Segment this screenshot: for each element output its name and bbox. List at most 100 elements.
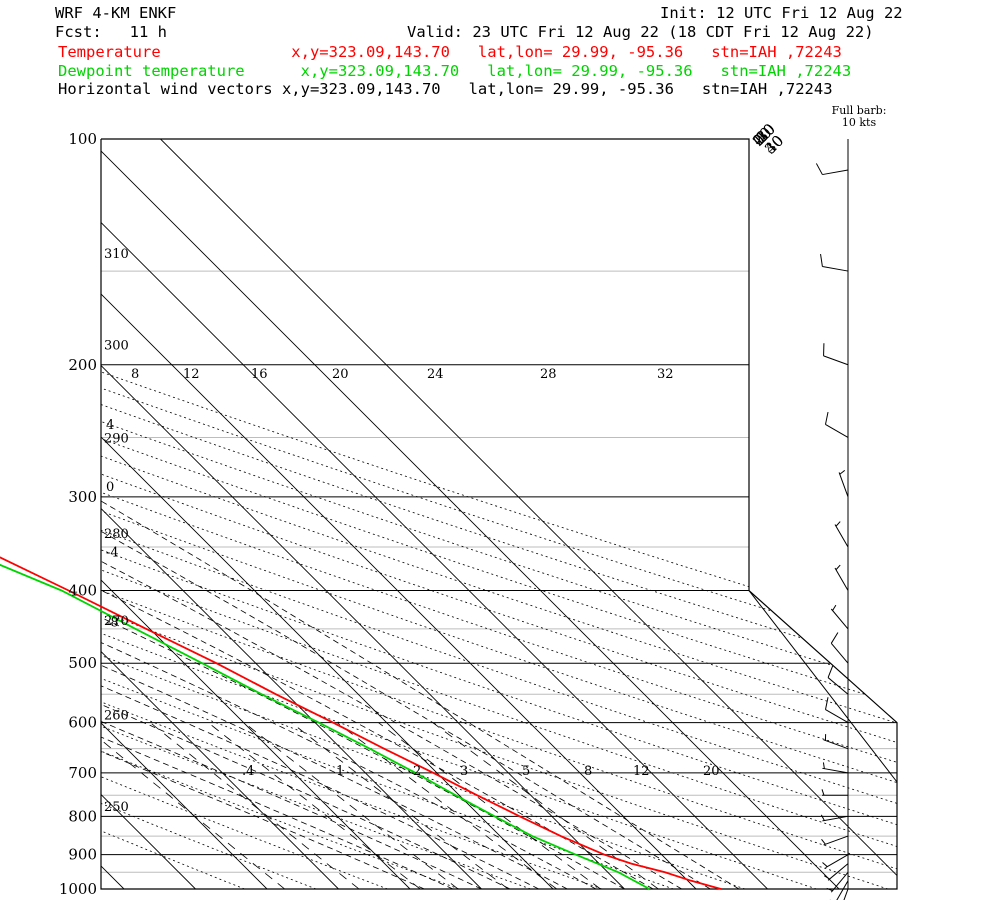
- dry-adiabat: [101, 139, 897, 889]
- dry-adiabat: [101, 139, 897, 889]
- isotherm: [101, 139, 339, 889]
- dry-adiabat: [101, 139, 897, 889]
- theta-label: 260: [104, 708, 129, 723]
- isotherm: [101, 139, 625, 889]
- diagram-labels: 1002003004005006007008009001000-100-90-8…: [59, 104, 887, 898]
- isotherm: [101, 139, 840, 889]
- pressure-label: 700: [68, 764, 97, 782]
- moist-adiabat: [101, 270, 740, 889]
- barb-shaft: [836, 880, 849, 900]
- pressure-label: 400: [68, 582, 97, 600]
- isotherm: [101, 139, 697, 889]
- mixing-ratio-line: [150, 722, 360, 889]
- mixing-ratio-label: 2: [413, 764, 421, 779]
- dry-adiabat: [101, 139, 388, 889]
- wind-barb: [824, 411, 849, 438]
- wind-barb: [834, 564, 849, 591]
- barb-key-title: Full barb:: [832, 104, 887, 117]
- dry-adiabat: [101, 139, 245, 889]
- moist-adiabat: [101, 270, 711, 889]
- dry-adiabat: [101, 139, 897, 889]
- moist-adiabat: [101, 270, 625, 889]
- mixing-ratio-line: [432, 722, 659, 889]
- barb-shaft: [834, 524, 849, 548]
- dry-adiabat: [101, 139, 897, 889]
- dry-adiabat: [101, 139, 317, 889]
- wind-barb: [834, 521, 849, 548]
- barb-half-feather: [820, 814, 825, 821]
- wind-barb: [821, 789, 848, 796]
- barb-half-feather: [826, 887, 833, 892]
- barb-shaft: [825, 854, 849, 869]
- wind-barb: [830, 632, 849, 664]
- init-time: Init: 12 UTC Fri 12 Aug 22: [660, 4, 903, 22]
- theta-label: 270: [104, 614, 129, 629]
- dry-adiabat: [101, 139, 897, 889]
- barb-shaft: [822, 266, 849, 272]
- wind-barb: [823, 343, 849, 366]
- thetae-label: 28: [540, 367, 557, 382]
- dry-adiabat: [101, 139, 603, 889]
- isotherm: [101, 139, 411, 889]
- isotherm: [101, 139, 768, 889]
- barb-shaft: [825, 424, 849, 438]
- dry-adiabat: [101, 139, 897, 889]
- isotherm: [101, 139, 196, 889]
- barb-half-feather: [835, 521, 841, 527]
- temperature-legend: Temperature x,y=323.09,143.70 lat,lon= 2…: [58, 43, 842, 61]
- wind-barb: [826, 871, 849, 893]
- wind-barb: [822, 854, 849, 869]
- moist-adiabat: [101, 270, 425, 889]
- pressure-label: 200: [68, 356, 97, 374]
- model-title: WRF 4-KM ENKF: [55, 4, 177, 22]
- wind-barb: [815, 163, 849, 176]
- dry-adiabat: [101, 139, 897, 889]
- wind-barb: [822, 762, 849, 774]
- mixing-ratio-line: [101, 722, 285, 889]
- pressure-grid: [100, 138, 898, 890]
- isotherm: [101, 139, 268, 889]
- moist-adiabat: [101, 270, 539, 889]
- barb-shaft: [823, 355, 849, 366]
- thetae-label: 24: [427, 367, 444, 382]
- barb-half-feather: [821, 839, 826, 845]
- pressure-label: 100: [68, 130, 97, 148]
- dry-adiabat: [101, 139, 674, 889]
- wind-barb: [823, 863, 849, 881]
- barb-feather: [820, 253, 823, 267]
- moist-adiabat: [101, 270, 568, 889]
- mixing-ratio-line: [207, 722, 421, 889]
- wind-barb: [830, 604, 849, 630]
- dry-adiabat: [101, 139, 897, 889]
- pressure-label: 1000: [59, 880, 97, 898]
- dry-adiabat: [101, 139, 889, 889]
- pressure-label: 600: [68, 714, 97, 732]
- barb-feather: [830, 632, 839, 644]
- wind-barb: [838, 469, 849, 498]
- dry-adiabat: [101, 139, 460, 889]
- thetae-label: 32: [657, 367, 674, 382]
- moist-adiabat: [101, 270, 654, 889]
- thetae-label: -8: [106, 616, 119, 631]
- sounding-profiles: [0, 556, 722, 890]
- mixing-ratio-line: [336, 722, 557, 889]
- wind-barbs: [815, 163, 849, 900]
- isotherm: [160, 139, 897, 889]
- barb-feather: [824, 411, 829, 425]
- barb-shaft: [838, 472, 849, 498]
- thermo-lines: [0, 139, 897, 889]
- wind-barb: [820, 814, 849, 822]
- barb-shaft: [834, 567, 849, 591]
- wind-barb: [824, 697, 849, 724]
- barb-column-edge: [748, 590, 898, 783]
- temperature-line: [0, 556, 722, 890]
- isotherm: [0, 139, 53, 889]
- pressure-label: 500: [68, 654, 97, 672]
- wind-barb: [823, 734, 849, 750]
- thetae-label: 20: [332, 367, 349, 382]
- mixing-ratio-line: [243, 722, 459, 889]
- mixing-ratio-label: 8: [584, 764, 592, 779]
- mixing-ratio-label: 12: [633, 764, 650, 779]
- mixing-ratio-label: 3: [460, 764, 468, 779]
- dry-adiabat: [101, 139, 897, 889]
